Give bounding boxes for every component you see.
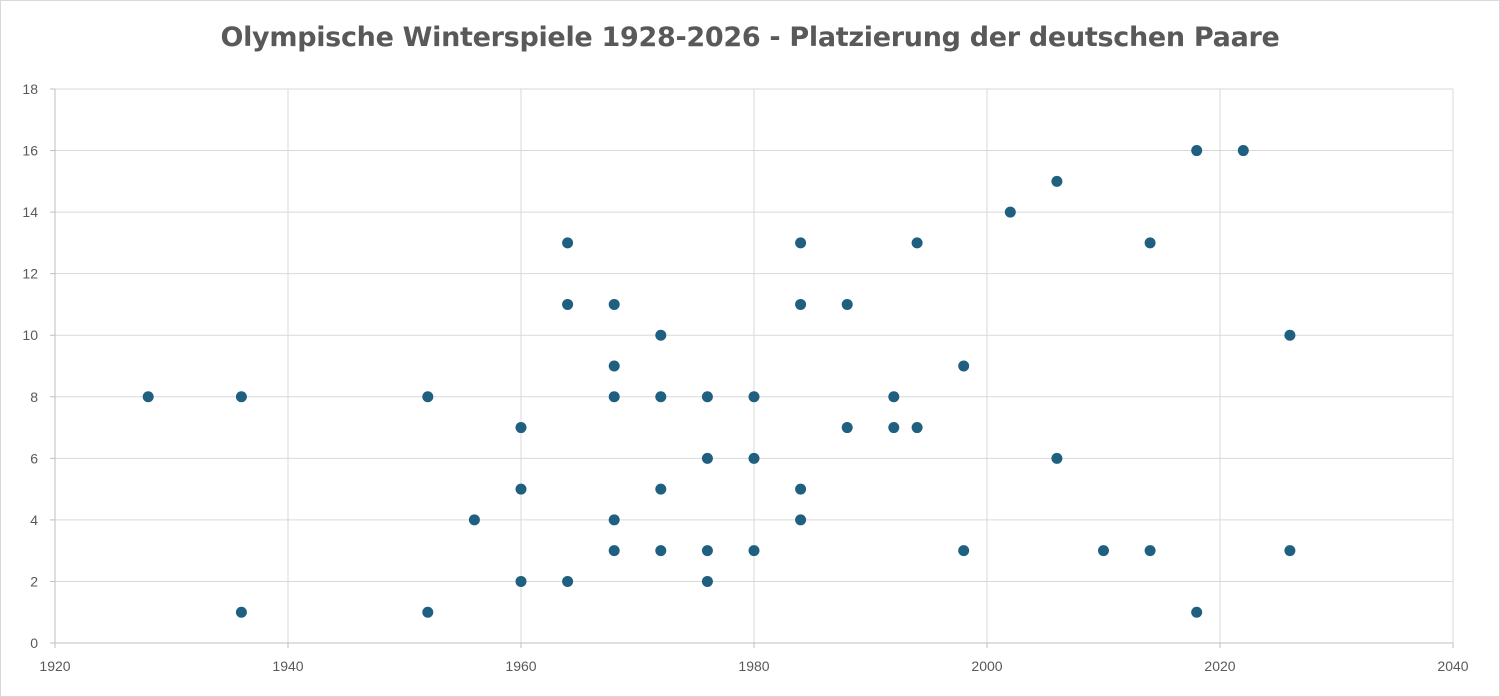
data-point	[515, 575, 527, 587]
tick-labels: 0 2 4 6 8 10 12 14 16 18 1920 1940 1960 1980 2000 2020 2…	[22, 81, 1468, 674]
data-point	[422, 606, 434, 618]
data-point	[748, 545, 760, 557]
data-point	[142, 391, 154, 403]
data-point	[608, 360, 620, 372]
data-point	[608, 514, 620, 526]
x-tick-label: 1940	[272, 658, 303, 674]
data-point	[958, 360, 970, 372]
y-tick-label: 14	[22, 204, 38, 220]
data-point	[958, 545, 970, 557]
data-point	[701, 452, 713, 464]
y-tick-label: 12	[22, 266, 38, 282]
data-point	[655, 545, 667, 557]
data-point	[1144, 237, 1156, 249]
data-point	[515, 483, 527, 495]
data-point	[795, 237, 807, 249]
data-point	[422, 391, 434, 403]
data-point	[795, 514, 807, 526]
data-point	[1284, 545, 1296, 557]
data-point	[1144, 545, 1156, 557]
y-tick-label: 10	[22, 327, 38, 343]
data-point	[888, 391, 900, 403]
x-tick-label: 2000	[971, 658, 1002, 674]
chart-title: Olympische Winterspiele 1928-2026 - Plat…	[220, 22, 1280, 53]
data-points	[142, 145, 1296, 618]
y-tick-label: 16	[22, 143, 38, 159]
x-tick-label: 1920	[39, 658, 70, 674]
data-point	[1191, 606, 1203, 618]
data-point	[841, 422, 853, 434]
y-tick-label: 0	[30, 635, 38, 651]
data-point	[1191, 145, 1203, 157]
y-tick-label: 4	[30, 512, 38, 528]
data-point	[608, 391, 620, 403]
data-point	[655, 329, 667, 341]
data-point	[911, 237, 923, 249]
x-tick-label: 2020	[1204, 658, 1235, 674]
data-point	[608, 298, 620, 310]
data-point	[608, 545, 620, 557]
data-point	[655, 391, 667, 403]
data-point	[1004, 206, 1016, 218]
data-point	[515, 422, 527, 434]
gridlines	[55, 88, 1454, 643]
x-tick-label: 2040	[1437, 658, 1468, 674]
data-point	[795, 298, 807, 310]
data-point	[748, 391, 760, 403]
data-point	[235, 606, 247, 618]
data-point	[888, 422, 900, 434]
data-point	[468, 514, 480, 526]
y-tick-label: 8	[30, 389, 38, 405]
data-point	[795, 483, 807, 495]
data-point	[1051, 452, 1063, 464]
data-point	[562, 237, 574, 249]
y-tick-label: 18	[22, 81, 38, 97]
data-point	[1051, 175, 1063, 187]
data-point	[841, 298, 853, 310]
data-point	[562, 575, 574, 587]
data-point	[235, 391, 247, 403]
x-tick-label: 1960	[505, 658, 536, 674]
data-point	[1098, 545, 1109, 557]
data-point	[701, 545, 713, 557]
data-point	[1237, 145, 1249, 157]
data-point	[1284, 329, 1296, 341]
data-point	[748, 452, 760, 464]
axes	[50, 88, 1454, 648]
y-tick-label: 6	[30, 450, 38, 466]
data-point	[701, 391, 713, 403]
data-point	[562, 298, 574, 310]
x-tick-label: 1980	[738, 658, 769, 674]
y-tick-label: 2	[30, 573, 38, 589]
data-point	[701, 575, 713, 587]
data-point	[655, 483, 667, 495]
data-point	[911, 422, 923, 434]
